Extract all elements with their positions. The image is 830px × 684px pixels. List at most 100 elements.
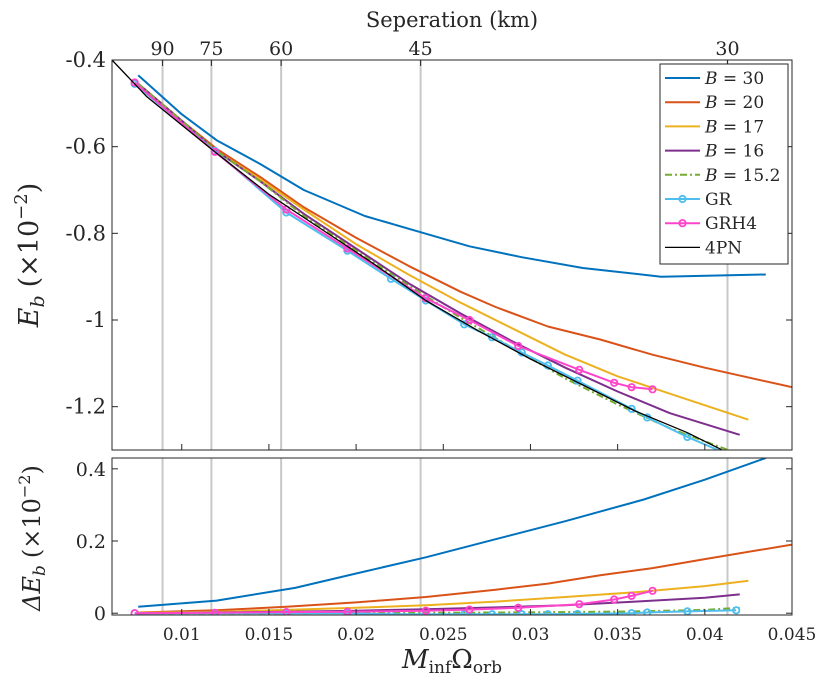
top-line-b-16 — [137, 83, 740, 436]
legend-box — [659, 63, 789, 265]
legend-label-main: B — [704, 69, 718, 89]
bottom-x-ticks: 0.01 0.015 0.02 0.025 0.03 0.035 0.04 0.045 — [163, 444, 817, 645]
legend-label-b-30: B = 30 — [704, 69, 764, 89]
bottom-x-tick-label: 0.045 — [768, 625, 817, 645]
xlabel-sub1: inf — [429, 658, 453, 678]
top-series-clip — [112, 60, 792, 450]
bottom-plot-area — [112, 458, 792, 615]
bottom-x-tick-label: 0.03 — [512, 625, 550, 645]
bottom-x-tick-label: 0.025 — [419, 625, 468, 645]
bottom-y-tick-label: 0 — [94, 603, 106, 625]
bottom-x-tick-label: 0.01 — [163, 625, 201, 645]
legend-label-main: B — [704, 166, 718, 186]
top-y-tick-label: -1 — [86, 308, 106, 332]
bottom-x-tick-label: 0.02 — [337, 625, 375, 645]
xlabel-sub2: orb — [473, 658, 502, 678]
legend-label-gr: GR — [705, 190, 733, 210]
bottom-ylabel-scale: (×10 — [18, 498, 46, 558]
x-axis-label: MinfΩorb — [401, 645, 502, 678]
top-line-grh4 — [134, 81, 653, 391]
top-y-tick-label: -0.6 — [66, 135, 107, 159]
bottom-ylabel-main: ΔE — [18, 576, 46, 612]
legend-label-main: GR — [705, 190, 733, 210]
legend-label-main: B — [704, 93, 718, 113]
bottom-marker-grh4 — [610, 595, 619, 604]
xlabel-omega: Ω — [451, 645, 473, 675]
legend-label-4pn: 4PN — [705, 238, 742, 258]
bottom-ylabel-sub: b — [30, 565, 50, 576]
top-y-axis-label: Eb (×10−2) — [11, 183, 49, 329]
legend-marker-gr — [678, 194, 687, 204]
bottom-marker-gr — [732, 606, 741, 615]
legend: B = 30B = 20B = 17B = 16B = 15.2GRGRH44P… — [659, 63, 789, 265]
bottom-y-tick-label: 0.4 — [76, 459, 106, 481]
top-marker-grh4 — [610, 378, 619, 387]
separation-axis-title: Seperation (km) — [366, 8, 538, 32]
bottom-guide-lines — [161, 458, 729, 615]
top-series-group — [112, 60, 792, 450]
bottom-line-grh4 — [134, 589, 653, 615]
legend-marker-grh4 — [678, 219, 687, 228]
top-ylabel-sub: b — [27, 295, 49, 307]
bottom-line-gr — [134, 609, 737, 615]
bottom-marker-grh4 — [648, 586, 657, 595]
legend-label-rest: = 16 — [718, 142, 765, 162]
top-ylabel-close: ) — [14, 183, 45, 194]
bottom-marker-grh4 — [627, 591, 636, 600]
bottom-panel: 00.20.4 0.01 0.015 0.02 0.025 0.03 0.035 0.04 0… — [15, 444, 816, 678]
legend-label-b-15-2: B = 15.2 — [704, 166, 780, 186]
legend-label-b-16: B = 16 — [704, 142, 764, 162]
separation-tick-label: 75 — [199, 38, 223, 60]
top-y-tick-label: -1.2 — [66, 395, 107, 419]
bottom-marker-grh4 — [282, 608, 291, 615]
legend-label-rest: = 30 — [718, 69, 765, 89]
bottom-marker-grh4 — [210, 608, 219, 615]
top-line-b-20 — [137, 83, 792, 389]
bottom-marker-gr — [543, 610, 552, 615]
legend-label-main: 4PN — [705, 238, 742, 258]
top-marker-grh4 — [130, 78, 139, 87]
top-marker-grh4 — [210, 147, 219, 156]
bottom-series-group — [130, 458, 792, 615]
top-y-ticks: -0.4 -0.6 -0.8 -1 -1.2 — [66, 48, 792, 419]
top-y-tick-label: -0.4 — [66, 48, 107, 72]
legend-label-main: GRH4 — [705, 214, 757, 234]
top-marker-grh4 — [627, 383, 636, 392]
bottom-ylabel-close: ) — [18, 465, 46, 474]
bottom-marker-grh4 — [130, 609, 139, 615]
top-marker-gr — [488, 333, 497, 342]
top-panel: -0.4 -0.6 -0.8 -1 -1.2 90 75 60 45 30 Seperation… — [11, 8, 793, 451]
top-ylabel-exp: −2 — [11, 193, 32, 220]
separation-ticks: 90 75 60 45 30 — [150, 38, 740, 66]
separation-tick-label: 30 — [715, 38, 739, 60]
legend-label-main: B — [704, 117, 718, 137]
top-marker-gr — [627, 404, 636, 413]
legend-label-main: B — [704, 142, 718, 162]
top-axes-box — [111, 59, 793, 451]
xlabel-main: M — [401, 645, 430, 675]
bottom-line-b-15-2 — [138, 606, 740, 615]
top-y-tick-label: -0.8 — [66, 221, 107, 245]
bottom-marker-grh4 — [514, 603, 523, 612]
top-line-4pn — [112, 60, 724, 450]
top-marker-grh4 — [465, 315, 474, 325]
bottom-x-tick-label: 0.035 — [593, 625, 642, 645]
bottom-marker-grh4 — [575, 600, 584, 609]
bottom-line-b-30 — [138, 458, 767, 608]
legend-label-b-20: B = 20 — [704, 93, 764, 113]
bottom-marker-grh4 — [421, 606, 430, 615]
bottom-x-tick-label: 0.015 — [245, 625, 294, 645]
legend-label-grh4: GRH4 — [705, 214, 757, 234]
legend-label-rest: = 15.2 — [718, 166, 781, 186]
bottom-marker-gr — [627, 609, 636, 615]
top-marker-gr — [683, 432, 692, 442]
top-marker-grh4 — [514, 341, 523, 351]
separation-tick-label: 60 — [269, 38, 293, 60]
top-ylabel-main: E — [14, 307, 45, 328]
legend-label-rest: = 20 — [718, 93, 765, 113]
legend-items: B = 30B = 20B = 17B = 16B = 15.2GRGRH44P… — [665, 69, 780, 258]
bottom-line-b-17 — [138, 579, 749, 614]
bottom-line-b-20 — [138, 543, 792, 614]
bottom-axes-box — [111, 457, 793, 616]
